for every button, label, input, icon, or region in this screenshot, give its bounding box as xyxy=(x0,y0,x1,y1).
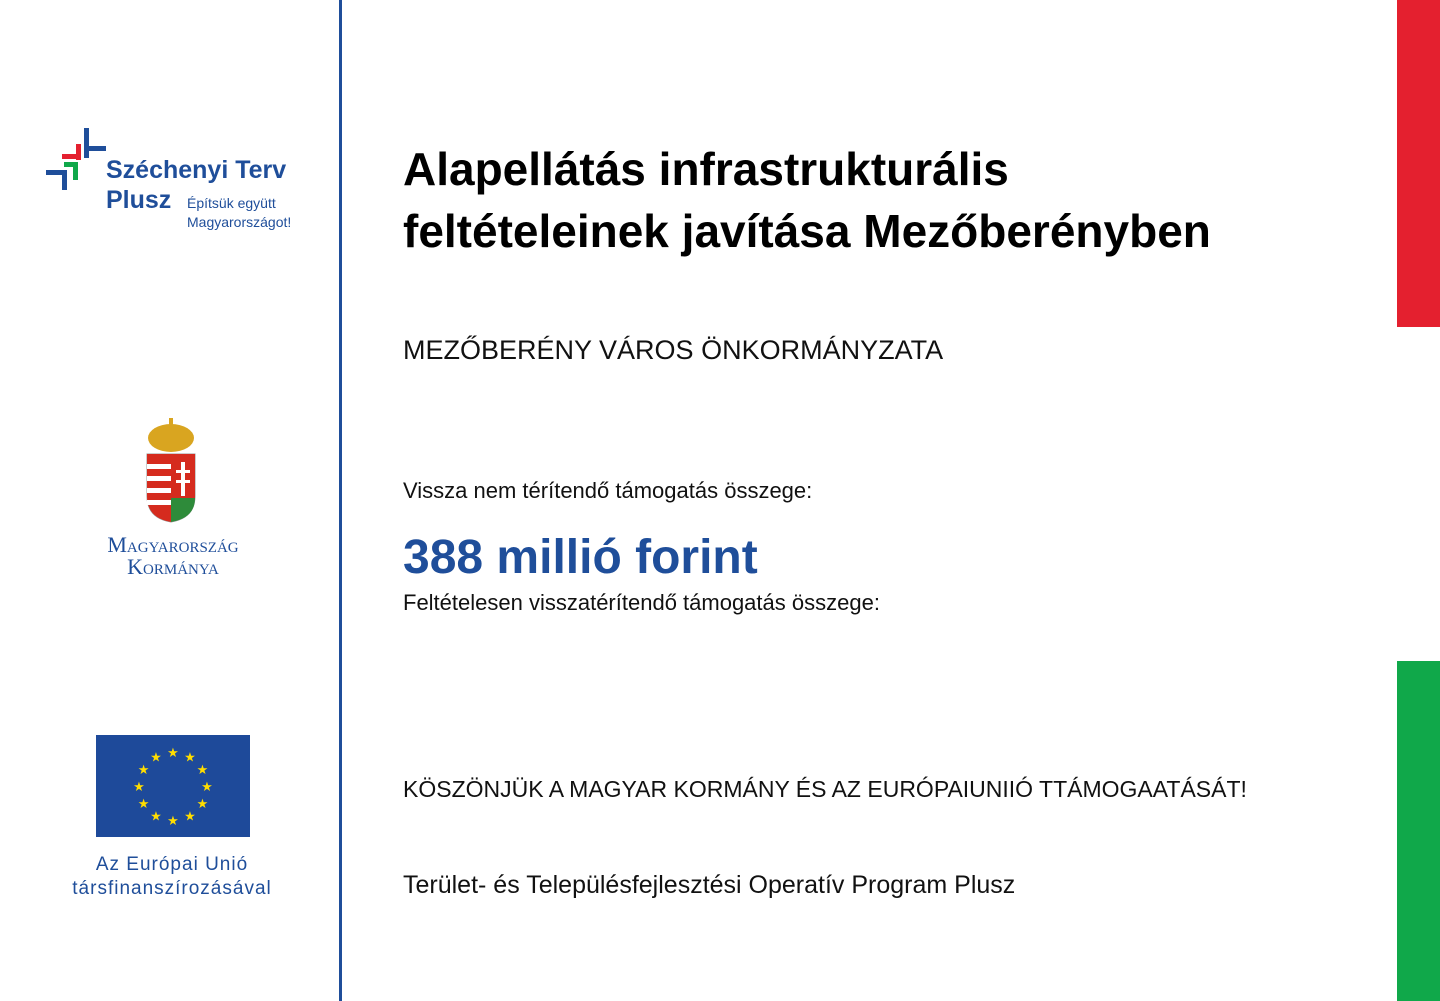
eu-star-icon: ★ xyxy=(197,796,209,811)
eu-line-2: társfinanszírozásával xyxy=(72,878,272,899)
slogan-line-2: Magyarországot! xyxy=(187,214,292,230)
government-logo-text: Magyarország Kormánya xyxy=(60,534,286,578)
flag-stripe-red xyxy=(1397,0,1440,327)
eu-line-1: Az Európai Unió xyxy=(95,854,249,875)
eu-star-icon: ★ xyxy=(184,750,196,765)
eu-star-icon: ★ xyxy=(197,762,209,777)
eu-star-icon: ★ xyxy=(201,779,213,794)
szechenyi-slogan: Építsük együtt Magyarországot! xyxy=(187,194,291,232)
refundable-label: Feltételesen visszatérítendő támogatás ö… xyxy=(403,590,880,615)
eu-star-icon: ★ xyxy=(150,808,162,823)
title-line-1: Alapellátás infrastrukturális xyxy=(403,143,1009,195)
eu-star-icon: ★ xyxy=(138,762,150,777)
government-line-2: Kormánya xyxy=(127,554,219,579)
eu-star-icon: ★ xyxy=(150,750,162,765)
beneficiary: MEZŐBERÉNY VÁROS ÖNKORMÁNYZATA xyxy=(403,335,944,365)
title-line-2: feltételeinek javítása Mezőberényben xyxy=(403,205,1211,257)
szechenyi-cross-icon xyxy=(46,128,106,190)
eu-star-icon: ★ xyxy=(133,779,145,794)
eu-star-icon: ★ xyxy=(138,796,150,811)
szechenyi-title: Széchenyi Terv xyxy=(106,156,287,184)
grant-amount: 388 millió forint xyxy=(403,531,758,584)
flag-stripe-green xyxy=(1397,661,1440,1001)
szechenyi-plus: Plusz xyxy=(106,186,172,214)
slogan-line-1: Építsük együtt xyxy=(187,195,276,211)
grant-label: Vissza nem térítendő támogatás összege: xyxy=(403,478,813,503)
program-name: Terület- és Településfejlesztési Operatí… xyxy=(403,871,1016,899)
eu-cofinancing-text: Az Európai Unió társfinanszírozásával xyxy=(50,853,294,901)
government-line-1: Magyarország xyxy=(107,532,239,557)
eu-star-icon: ★ xyxy=(167,813,179,828)
project-title: Alapellátás infrastrukturális feltételei… xyxy=(403,138,1211,262)
eu-star-icon: ★ xyxy=(184,808,196,823)
szechenyi-terv-logo: Széchenyi Terv Plusz Építsük együtt Magy… xyxy=(44,126,314,236)
eu-star-icon: ★ xyxy=(167,745,179,760)
hungarian-coat-of-arms-icon xyxy=(146,418,196,523)
vertical-divider xyxy=(339,0,342,1001)
eu-stars-icon: ★ ★★★★★★★★★★★ xyxy=(133,745,213,828)
thanks-text: KÖSZÖNJÜK A MAGYAR KORMÁNY ÉS AZ EURÓPAI… xyxy=(403,776,1247,802)
eu-flag: ★ ★ ★ ★ ★ ★ ★ ★ ★ ★ ★ ★ xyxy=(96,735,250,837)
